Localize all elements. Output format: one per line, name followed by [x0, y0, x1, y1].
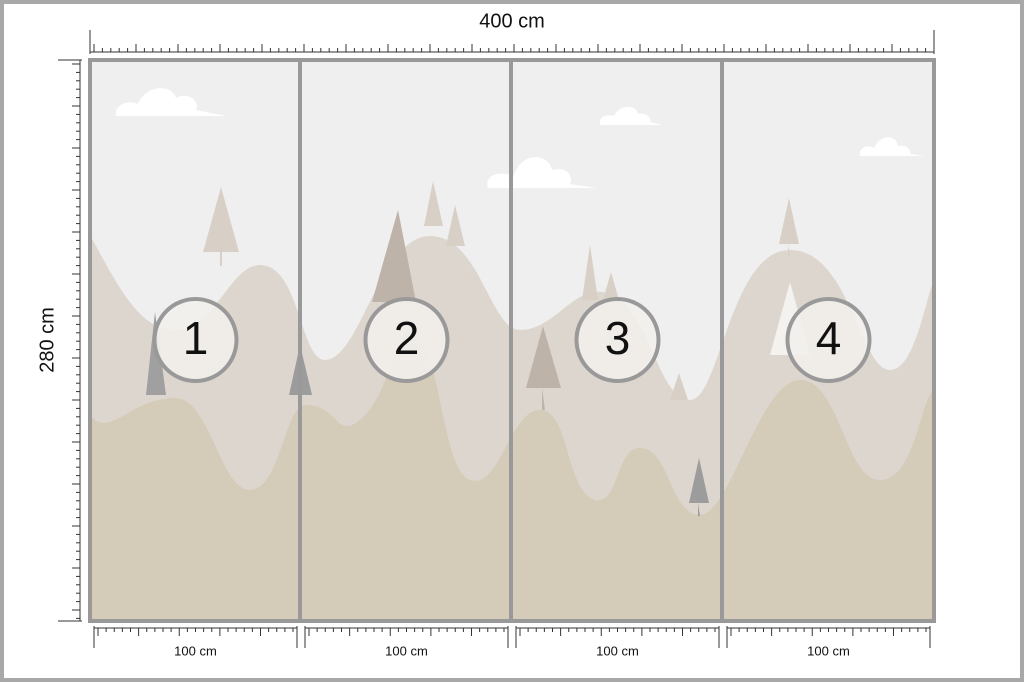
- panel-badge: [152, 297, 239, 383]
- clouds: [115, 88, 924, 188]
- panel-labels: 1 100 cm 2 100 cm 3 100 cm 4 100 cm: [93, 297, 931, 658]
- panel-width-label: 100 cm: [385, 643, 428, 658]
- panel-dividers: [298, 60, 724, 621]
- panel-badge: [574, 297, 661, 383]
- panel-number: 3: [605, 312, 631, 364]
- panel-badge: [363, 297, 450, 383]
- panel-number: 2: [394, 312, 420, 364]
- panel-number: 4: [816, 312, 842, 364]
- height-label: 280 cm: [36, 307, 58, 373]
- panel-width-label: 100 cm: [807, 643, 850, 658]
- panel-badge: [785, 297, 872, 383]
- rulers: [58, 30, 935, 622]
- panel-width-label: 100 cm: [596, 643, 639, 658]
- panel-width-label: 100 cm: [174, 643, 217, 658]
- width-label: 400 cm: [479, 10, 545, 32]
- panel-number: 1: [183, 312, 209, 364]
